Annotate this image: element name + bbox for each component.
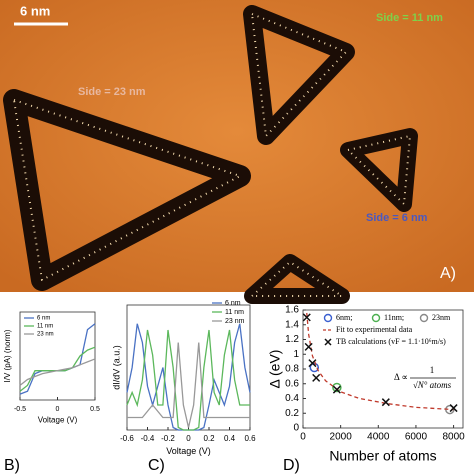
legend-label: 6 nm (37, 316, 50, 322)
legend-label: 23 nm (37, 332, 54, 338)
stm-image (0, 0, 474, 304)
x-tick-label: 0 (56, 406, 60, 413)
x-tick-label: 0 (300, 432, 306, 443)
y-tick-label: 1.4 (285, 319, 299, 330)
x-tick-label: 0.6 (244, 434, 256, 443)
x-tick-label: 6000 (405, 432, 428, 443)
y-tick-label: 0.8 (285, 364, 299, 375)
panel-label: A) (440, 265, 456, 282)
data-point (381, 398, 390, 407)
scale-bar-label: 6 nm (20, 3, 50, 18)
legend-swatch (323, 313, 333, 323)
x-axis-label: Voltage (V) (38, 415, 78, 424)
legend-swatch (371, 313, 381, 323)
x-tick-label: 0.2 (203, 434, 215, 443)
panel-label: C) (148, 457, 165, 474)
series-line (126, 329, 250, 431)
y-tick-label: 0.4 (285, 393, 299, 404)
y-tick-label: 0.6 (285, 378, 299, 389)
data-point (309, 362, 320, 373)
legend-swatch (419, 313, 429, 323)
x-tick-label: 4000 (367, 432, 390, 443)
legend-label: 11nm; (384, 313, 404, 322)
data-point (332, 385, 341, 394)
legend-label: 6nm; (336, 313, 352, 322)
series-line (127, 342, 250, 428)
data-point (332, 382, 342, 393)
legend-label: 23 nm (225, 318, 245, 325)
y-axis-label: dI/dV (a.u.) (111, 345, 121, 390)
x-axis-label: Voltage (V) (166, 446, 211, 456)
plot-frame (19, 311, 96, 401)
legend-swatch (324, 338, 332, 346)
panel-label: B) (4, 457, 20, 474)
data-point (449, 404, 458, 413)
x-tick-label: 8000 (442, 432, 465, 443)
x-tick-label: -0.6 (120, 434, 134, 443)
legend-label: 6 nm (225, 300, 241, 307)
triangle-label: Side = 11 nm (376, 12, 443, 24)
x-tick-label: -0.4 (141, 434, 155, 443)
y-tick-label: 1.6 (285, 305, 299, 316)
legend-label: 11 nm (225, 309, 244, 316)
x-tick-label: 0 (186, 434, 191, 443)
formula: 1 (430, 365, 435, 375)
y-tick-label: 0.2 (285, 408, 299, 419)
y-tick-label: 1.2 (285, 334, 299, 345)
data-point (308, 359, 317, 368)
y-axis-label: Δ (eV) (267, 350, 283, 389)
x-tick-label: 2000 (330, 432, 353, 443)
data-point (312, 373, 321, 382)
x-tick-label: -0.5 (14, 406, 26, 413)
formula: Δ ∝ (394, 372, 408, 382)
formula: √N° atoms (413, 380, 452, 390)
triangle-label: Side = 23 nm (78, 86, 146, 98)
data-point (304, 342, 313, 351)
x-tick-label: -0.2 (161, 434, 175, 443)
legend-label: 11 nm (37, 324, 53, 330)
series-line (19, 358, 96, 386)
panel-label: D) (283, 457, 300, 474)
legend-label: Fit to experimental data (336, 325, 413, 334)
x-axis-label: Number of atoms (329, 447, 436, 463)
y-tick-label: 0 (293, 423, 299, 434)
y-axis-label: I/V (pA) (norm) (3, 329, 12, 382)
x-tick-label: 0.4 (224, 434, 236, 443)
triangle-label: Side = 6 nm (366, 212, 428, 224)
series-line (19, 346, 96, 392)
x-tick-label: 0.5 (90, 406, 100, 413)
legend-label: 23nm (432, 313, 451, 322)
data-point (302, 313, 311, 322)
y-tick-label: 1 (293, 349, 299, 360)
legend-label: TB calculations (vF = 1.1·10⁶m/s) (336, 337, 446, 346)
